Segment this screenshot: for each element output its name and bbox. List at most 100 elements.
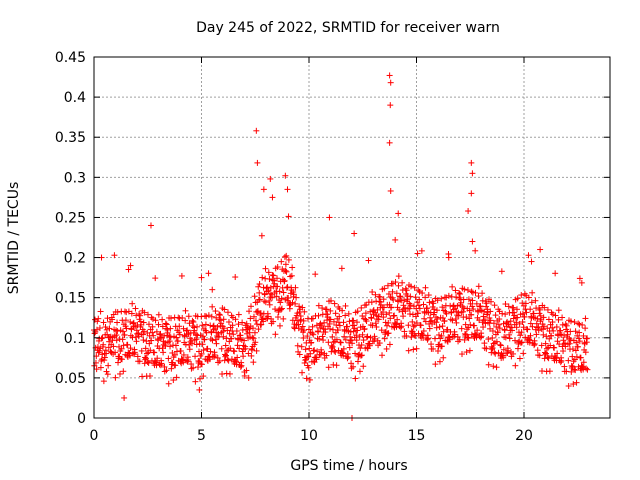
data-point bbox=[443, 310, 450, 317]
data-point bbox=[545, 355, 552, 362]
data-point bbox=[380, 309, 387, 316]
data-point bbox=[378, 327, 385, 334]
data-point bbox=[546, 368, 553, 375]
data-point bbox=[170, 377, 177, 384]
data-point bbox=[433, 319, 440, 326]
data-point bbox=[575, 335, 582, 342]
data-point bbox=[395, 210, 402, 217]
data-point bbox=[285, 294, 292, 301]
data-point bbox=[574, 343, 581, 350]
data-point bbox=[399, 308, 406, 315]
data-point bbox=[471, 322, 478, 329]
data-point bbox=[200, 373, 207, 380]
data-point bbox=[240, 353, 247, 360]
data-point bbox=[538, 342, 545, 349]
data-point bbox=[458, 299, 465, 306]
data-point bbox=[491, 302, 498, 309]
data-point bbox=[199, 341, 206, 348]
data-point bbox=[301, 359, 308, 366]
data-point bbox=[118, 345, 125, 352]
data-point bbox=[284, 284, 291, 291]
data-point bbox=[576, 329, 583, 336]
data-point bbox=[375, 316, 382, 323]
data-point bbox=[171, 351, 178, 358]
data-point bbox=[496, 325, 503, 332]
data-point bbox=[329, 333, 336, 340]
data-point bbox=[164, 329, 171, 336]
data-point bbox=[168, 365, 175, 372]
data-point bbox=[254, 159, 261, 166]
data-point bbox=[140, 331, 147, 338]
data-point bbox=[528, 299, 535, 306]
data-point bbox=[425, 292, 432, 299]
data-point bbox=[270, 318, 277, 325]
data-point bbox=[118, 356, 125, 363]
data-point bbox=[269, 194, 276, 201]
data-point bbox=[239, 319, 246, 326]
y-tick-label: 0.1 bbox=[64, 331, 86, 347]
data-point bbox=[163, 367, 170, 374]
data-point bbox=[584, 335, 591, 342]
data-point bbox=[274, 263, 281, 270]
data-point bbox=[299, 323, 306, 330]
data-point bbox=[325, 339, 332, 346]
data-point bbox=[100, 319, 107, 326]
data-point bbox=[430, 345, 437, 352]
data-point bbox=[105, 362, 112, 369]
data-point bbox=[400, 313, 407, 320]
data-point bbox=[569, 346, 576, 353]
data-point bbox=[416, 305, 423, 312]
data-point bbox=[252, 339, 259, 346]
data-point bbox=[354, 358, 361, 365]
data-point bbox=[466, 315, 473, 322]
data-point bbox=[101, 357, 108, 364]
data-point bbox=[537, 306, 544, 313]
data-point bbox=[357, 352, 364, 359]
data-point bbox=[470, 306, 477, 313]
data-point bbox=[98, 335, 105, 342]
data-point bbox=[573, 353, 580, 360]
data-point bbox=[314, 348, 321, 355]
data-point bbox=[584, 366, 591, 373]
data-point bbox=[309, 315, 316, 322]
data-point bbox=[201, 336, 208, 343]
data-point bbox=[475, 293, 482, 300]
data-point bbox=[547, 342, 554, 349]
data-point bbox=[180, 351, 187, 358]
data-point bbox=[173, 334, 180, 341]
data-point bbox=[225, 318, 232, 325]
data-point bbox=[150, 332, 157, 339]
data-point bbox=[288, 272, 295, 279]
data-point bbox=[472, 247, 479, 254]
data-point bbox=[231, 348, 238, 355]
data-point bbox=[393, 323, 400, 330]
data-point bbox=[474, 327, 481, 334]
data-point bbox=[483, 345, 490, 352]
data-point bbox=[119, 328, 126, 335]
data-point bbox=[111, 252, 118, 259]
data-point bbox=[140, 337, 147, 344]
data-point bbox=[323, 352, 330, 359]
data-point bbox=[390, 296, 397, 303]
data-point bbox=[212, 308, 219, 315]
data-point bbox=[487, 317, 494, 324]
data-point bbox=[136, 358, 143, 365]
data-point bbox=[189, 317, 196, 324]
data-point bbox=[210, 322, 217, 329]
data-point bbox=[531, 340, 538, 347]
data-point bbox=[345, 310, 352, 317]
data-point bbox=[103, 368, 110, 375]
data-point bbox=[532, 297, 539, 304]
data-point bbox=[106, 325, 113, 332]
data-point bbox=[216, 311, 223, 318]
data-point bbox=[449, 283, 456, 290]
data-point bbox=[466, 347, 473, 354]
data-point bbox=[112, 349, 119, 356]
data-point bbox=[514, 314, 521, 321]
data-point bbox=[202, 321, 209, 328]
data-point bbox=[115, 359, 122, 366]
data-point bbox=[417, 322, 424, 329]
data-point bbox=[145, 321, 152, 328]
data-point bbox=[463, 314, 470, 321]
data-point bbox=[120, 368, 127, 375]
